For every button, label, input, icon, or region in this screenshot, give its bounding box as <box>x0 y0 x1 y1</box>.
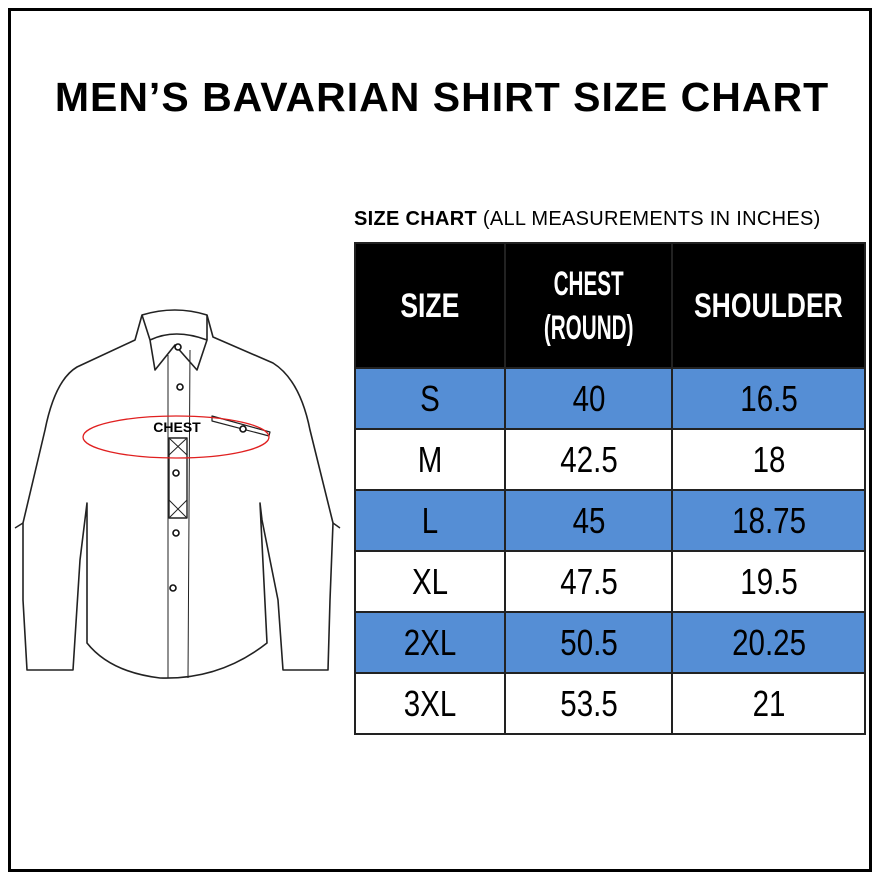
size-table: SIZE CHEST (ROUND) SHOULDER S 40 16.5 M 42.5… <box>353 242 866 735</box>
chest-label: CHEST <box>153 419 201 435</box>
header-size: SIZE <box>353 242 507 369</box>
button <box>176 383 184 391</box>
shirt-illustration: CHEST <box>14 309 341 679</box>
table-row: M 42.5 18 <box>353 428 866 491</box>
table-row: 2XL 50.5 20.25 <box>353 611 866 674</box>
caption-bold: SIZE CHART <box>354 208 477 230</box>
chest-measure-ellipse <box>82 415 270 459</box>
embroidery-strip <box>168 437 188 519</box>
pocket-button <box>239 425 247 433</box>
button <box>172 529 180 537</box>
button <box>169 584 177 592</box>
collar <box>141 314 208 371</box>
shirt-outline <box>22 309 334 679</box>
header-chest: CHEST (ROUND) <box>504 242 674 369</box>
button <box>174 343 182 351</box>
table-row: L 45 18.75 <box>353 489 866 552</box>
table-row: XL 47.5 19.5 <box>353 550 866 613</box>
table-row: S 40 16.5 <box>353 367 866 430</box>
caption-rest: (ALL MEASUREMENTS IN INCHES) <box>477 208 821 230</box>
table-row: 3XL 53.5 21 <box>353 672 866 735</box>
border-frame <box>8 8 872 872</box>
table-caption: SIZE CHART (ALL MEASUREMENTS IN INCHES) <box>354 208 821 231</box>
placket <box>167 349 191 679</box>
header-shoulder: SHOULDER <box>671 242 866 369</box>
page-title: MEN’S BAVARIAN SHIRT SIZE CHART <box>54 74 830 120</box>
header-row: SIZE CHEST (ROUND) SHOULDER <box>353 242 866 369</box>
button <box>172 469 180 477</box>
